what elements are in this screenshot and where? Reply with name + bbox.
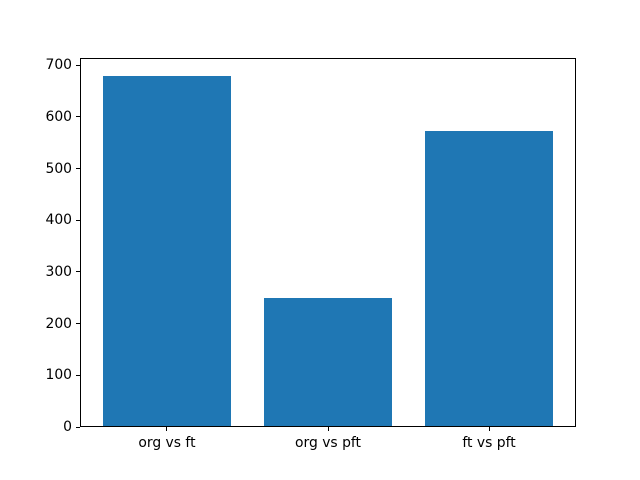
y-tick [76,426,80,428]
bar-ft-vs-pft [424,130,554,427]
y-tick-label: 0 [63,419,72,435]
x-tick-label: org vs pft [295,435,361,451]
y-tick-label: 600 [45,108,72,125]
y-tick [76,323,80,325]
y-tick-label: 500 [45,160,72,177]
y-tick [76,168,80,170]
y-tick-label: 400 [45,212,72,229]
plot-area [80,58,576,427]
bar-org-vs-ft [102,75,232,427]
x-tick-label: ft vs pft [462,435,516,451]
x-tick [166,427,168,431]
y-tick-label: 200 [45,315,72,332]
y-tick [76,374,80,376]
y-tick-label: 700 [45,57,72,74]
x-tick [327,427,329,431]
x-tick [488,427,490,431]
y-tick [76,116,80,118]
y-tick-label: 300 [45,263,72,280]
x-tick-label: org vs ft [138,435,196,451]
y-tick [76,271,80,273]
y-tick-label: 100 [45,367,72,384]
bar-org-vs-pft [263,297,393,427]
y-tick [76,219,80,221]
y-tick [76,64,80,66]
